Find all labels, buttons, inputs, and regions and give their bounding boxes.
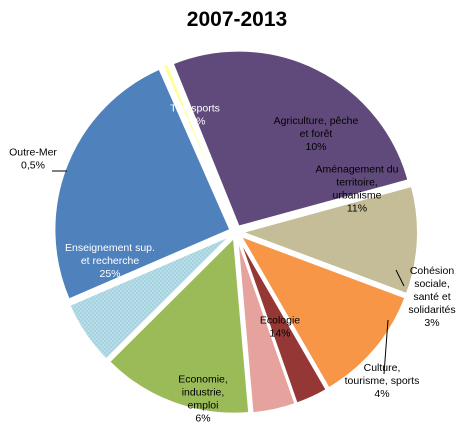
slice-label: Agriculture, pêche et forêt 10% [274,115,359,153]
chart-title: 2007-2013 [186,8,288,31]
pie-slice [236,237,297,415]
slice-value-label: 14% [269,328,290,340]
slice-label: Transports 27% [170,103,220,128]
slice-label: Aménagement du territoire, urbanisme 11% [316,164,399,215]
slice-value-label: 4% [374,388,389,400]
pie-slice [238,184,419,296]
pie-slice [237,236,329,405]
leader-line [383,319,389,375]
slice-value-label: 3% [424,317,439,329]
pie-slice [161,61,235,227]
slice-label: Outre-Mer 0,5% [9,147,57,172]
leader-line [395,269,405,287]
slice-label: Culture, tourisme, sports 4% [345,362,420,400]
slice-label: Cohésion sociale, santé et solidarités 3% [408,265,455,329]
slice-value-label: 27% [184,116,205,128]
slice-label: Enseignement sup. et recherche 25% [65,242,155,280]
slice-value-label: 11% [347,203,367,215]
pie-slice [171,49,410,228]
pie-slice [107,235,251,415]
slice-value-label: 10% [305,141,326,153]
pie-slice [53,67,232,301]
pie-slice [68,234,232,361]
slice-value-label: 6% [195,413,210,425]
slice-value-label: 25% [99,268,120,280]
slice-value-label: 0,5% [21,160,45,172]
slice-label: Ecologie 14% [260,315,300,340]
pie-slice [238,233,407,390]
slice-label: Economie, industrie, emploi 6% [178,374,228,425]
